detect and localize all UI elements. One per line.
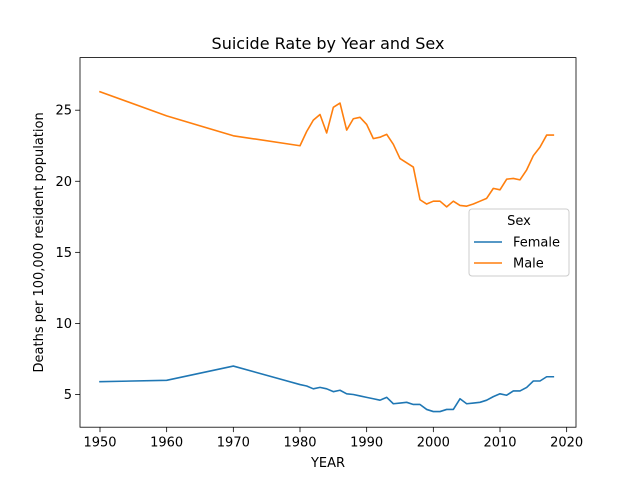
legend-label-female: Female (513, 236, 560, 251)
series-layer (98, 90, 555, 413)
x-tick-label: 1970 (217, 436, 250, 451)
x-tick-label: 1960 (150, 436, 183, 451)
legend-title: Sex (507, 214, 531, 229)
legend: Sex Female Male (468, 208, 570, 277)
series-line-female (99, 365, 555, 413)
y-tick-label: 10 (55, 317, 72, 332)
x-tick-label: 2010 (483, 436, 516, 451)
chart-title: Suicide Rate by Year and Sex (212, 34, 445, 53)
plot-frame (79, 57, 577, 428)
y-axis-label: Deaths per 100,000 resident population (32, 112, 47, 372)
x-axis: 1950 1960 1970 1980 1990 2000 2010 2020 (83, 427, 583, 451)
x-tick-label: 2020 (550, 436, 583, 451)
y-tick-label: 25 (55, 104, 72, 119)
legend-label-male: Male (513, 257, 544, 272)
x-tick-label: 1950 (83, 436, 116, 451)
y-axis: 5 10 15 20 25 (55, 104, 80, 403)
series-line-male (98, 90, 555, 208)
legend-box (468, 208, 570, 277)
x-tick-label: 2000 (417, 436, 450, 451)
y-tick-label: 15 (55, 246, 72, 261)
y-tick-label: 20 (55, 175, 72, 190)
x-tick-label: 1990 (350, 436, 383, 451)
legend-items: Female Male (474, 236, 560, 272)
x-axis-label: YEAR (310, 456, 345, 471)
y-tick-label: 5 (64, 388, 72, 403)
x-tick-label: 1980 (283, 436, 316, 451)
